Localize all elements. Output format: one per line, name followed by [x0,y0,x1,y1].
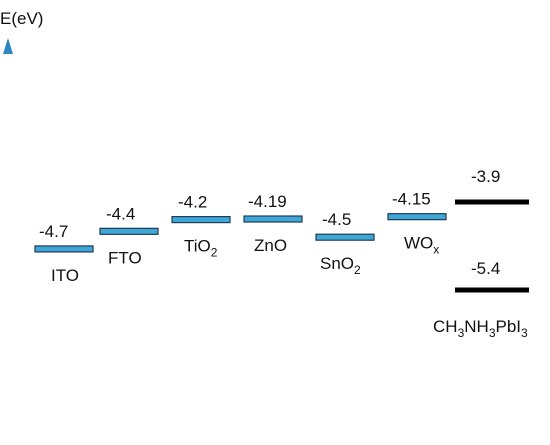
zno-energy-value: -4.19 [248,192,287,211]
tio2-energy-value: -4.2 [178,193,207,212]
perovskite-cbm-value: -3.9 [471,167,500,186]
tio2-level-bar [171,216,231,224]
wox-level-bar [387,213,447,221]
wox-energy-value: -4.15 [392,190,431,209]
zno-label: ZnO [254,236,287,255]
ito-energy-value: -4.7 [39,222,68,241]
perovskite-cbm-bar [455,199,529,205]
sno2-label: SnO2 [320,254,361,277]
tio2-label: TiO2 [184,237,218,260]
ito-level-bar [34,245,94,253]
wox-label: WOx [404,234,439,257]
fto-label: FTO [108,248,142,267]
perovskite-vbm-value: -5.4 [471,259,500,278]
fto-energy-value: -4.4 [106,204,135,223]
energy-axis-label: E(eV) [0,9,43,28]
fto-level-bar [99,227,159,235]
perovskite-vbm-bar [455,287,529,293]
energy-axis-arrowhead [3,38,13,54]
sno2-energy-value: -4.5 [322,210,351,229]
perovskite-label: CH3NH3PbI3 [433,317,528,340]
sno2-level-bar [315,233,375,241]
zno-level-bar [243,215,303,223]
energy-levels: -4.7 ITO -4.4 FTO -4.2 TiO2 -4.19 ZnO -4.5 SnO2 -4… [34,167,529,340]
ito-label: ITO [51,266,79,285]
